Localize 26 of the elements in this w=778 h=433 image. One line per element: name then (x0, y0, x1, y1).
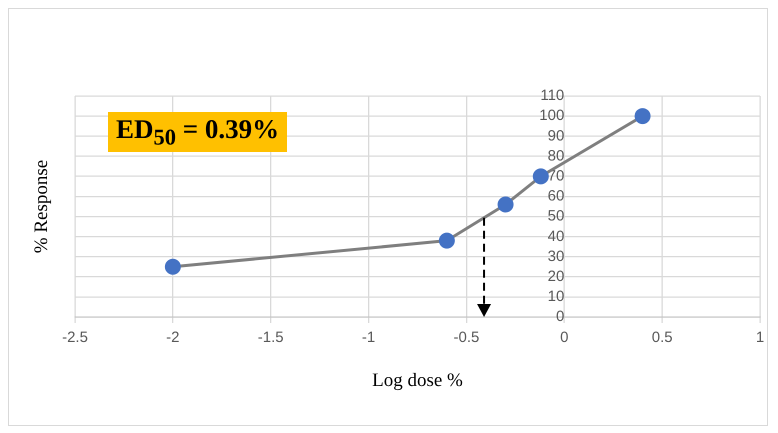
x-tick-label: -0.5 (454, 329, 480, 346)
x-tick-label: 1 (756, 329, 764, 346)
x-tick-label: 0.5 (652, 329, 673, 346)
annotation: ED$_{50}$ = 0.39% (108, 112, 288, 152)
y-tick-label: 10 (548, 288, 564, 306)
y-tick-label: 20 (548, 268, 564, 285)
x-tick-label: -1.5 (258, 329, 284, 346)
point (498, 196, 514, 212)
x-axis-title: Log dose % (372, 370, 464, 391)
x-tick-label: -1 (362, 329, 376, 346)
point (438, 232, 455, 249)
y-tick-label: 100 (539, 107, 564, 124)
x-tick-label: -2.5 (62, 329, 88, 346)
point (532, 168, 549, 184)
y-tick-label: 50 (548, 208, 564, 225)
point (634, 108, 651, 124)
y-tick-label: 80 (548, 147, 564, 164)
x-tick-label: -2 (166, 329, 180, 346)
y-tick-label: 0 (556, 308, 564, 326)
point (164, 258, 181, 275)
y-axis-title: % Response (30, 160, 52, 254)
y-tick-label: 30 (548, 248, 564, 265)
y-tick-label: 110 (540, 87, 564, 104)
y-tick-label: 90 (548, 127, 564, 144)
y-tick-label: 40 (548, 228, 564, 245)
y-tick-label: 60 (548, 188, 564, 205)
